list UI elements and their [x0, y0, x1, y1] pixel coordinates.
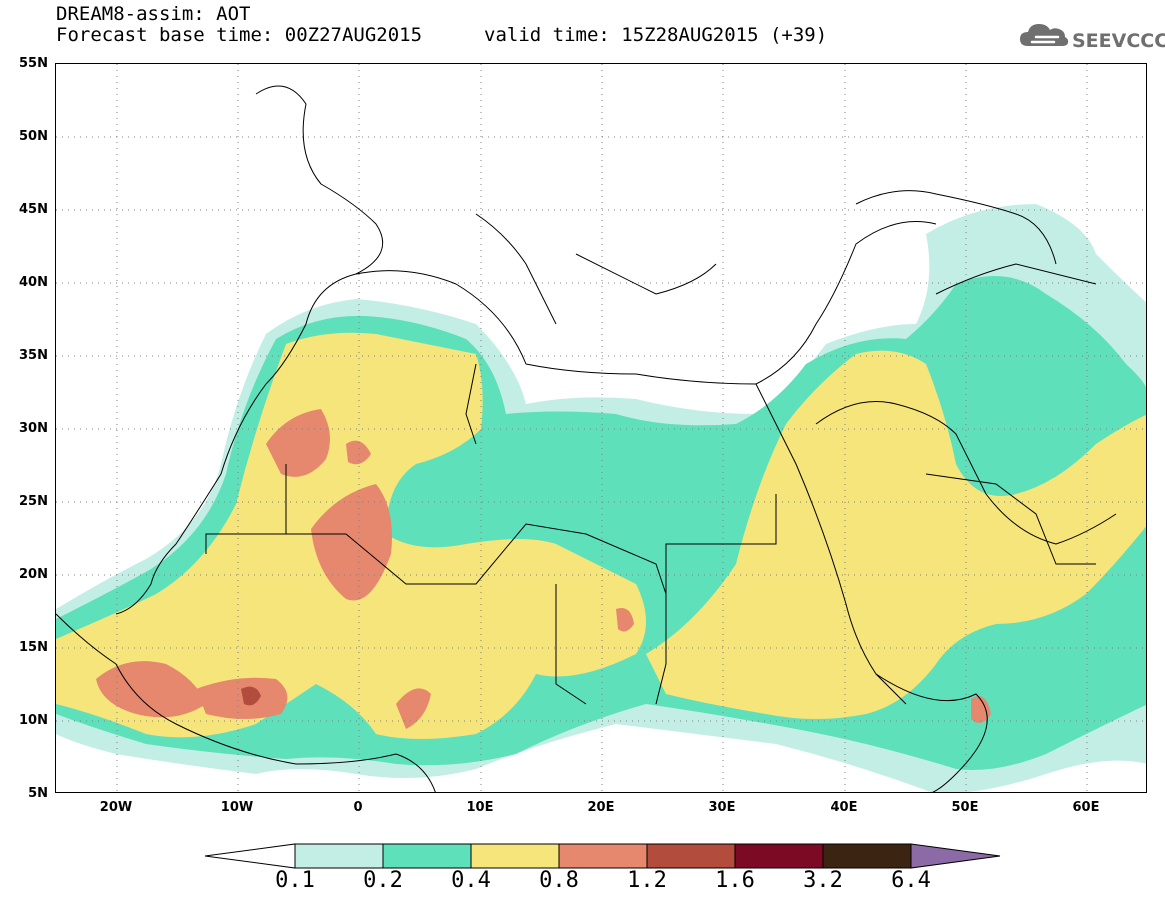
lon-label-50e: 50E — [951, 800, 979, 815]
colorbar-swatch-6 — [734, 843, 824, 869]
colorbar-over-arrow — [910, 843, 1001, 869]
cloud-icon — [1018, 20, 1070, 54]
colorbar-swatch-3 — [470, 843, 560, 869]
lon-label-20e: 20E — [587, 800, 615, 815]
colorbar-label-6.4: 6.4 — [891, 868, 931, 893]
coastlines — [56, 85, 1117, 792]
lat-label-55: 55N — [19, 56, 48, 71]
aot-region-0.8-e — [396, 688, 431, 729]
lon-label-0: 0 — [353, 800, 363, 815]
colorbar-label-0.2: 0.2 — [363, 868, 403, 893]
lon-label-10e: 10E — [466, 800, 494, 815]
colorbar-swatch-5 — [646, 843, 736, 869]
aot-region-0.8-h — [971, 696, 991, 723]
aot-region-0.8-c — [96, 661, 206, 718]
lon-label-40e: 40E — [830, 800, 858, 815]
colorbar-label-1.6: 1.6 — [715, 868, 755, 893]
lon-label-60e: 60E — [1072, 800, 1100, 815]
lat-label-5: 5N — [28, 786, 48, 801]
colorbar-swatch-2 — [382, 843, 472, 869]
lat-label-30: 30N — [19, 421, 48, 436]
forecast-base-time: Forecast base time: 00Z27AUG2015 — [56, 24, 423, 46]
aot-field — [56, 64, 1146, 792]
graticule — [56, 64, 1146, 792]
colorbar-label-3.2: 3.2 — [803, 868, 843, 893]
colorbar-swatch-4 — [558, 843, 648, 869]
colorbar-under-arrow — [204, 843, 296, 869]
lon-label-10w: 10W — [220, 800, 254, 815]
colorbar-label-1.2: 1.2 — [627, 868, 667, 893]
lat-label-50: 50N — [19, 129, 48, 144]
colorbar — [204, 842, 1001, 874]
lat-label-10: 10N — [19, 713, 48, 728]
aot-region-0.8-a — [266, 409, 330, 477]
colorbar-label-0.4: 0.4 — [451, 868, 491, 893]
aot-region-1.2 — [241, 686, 261, 706]
colorbar-label-0.8: 0.8 — [539, 868, 579, 893]
lat-label-40: 40N — [19, 275, 48, 290]
lon-label-30e: 30E — [708, 800, 736, 815]
lat-label-45: 45N — [19, 202, 48, 217]
aot-map — [55, 63, 1147, 793]
map-title: DREAM8-assim: AOT — [56, 3, 251, 25]
colorbar-label-0.1: 0.1 — [275, 868, 315, 893]
aot-region-0.4-east — [646, 350, 1146, 719]
colorbar-swatch-1 — [294, 843, 384, 869]
lat-label-35: 35N — [19, 348, 48, 363]
aot-region-0.8-b — [311, 484, 392, 601]
lon-label-20w: 20W — [99, 800, 133, 815]
aot-region-0.8-d — [196, 677, 288, 719]
valid-time: valid time: 15Z28AUG2015 (+39) — [484, 24, 828, 46]
colorbar-swatch-7 — [822, 843, 912, 869]
aot-region-0.8-g — [616, 608, 634, 632]
lat-label-20: 20N — [19, 567, 48, 582]
lat-label-25: 25N — [19, 494, 48, 509]
aot-region-0.8-f — [346, 440, 371, 465]
lat-label-15: 15N — [19, 640, 48, 655]
logo-text: SEEVCCC — [1072, 30, 1165, 52]
